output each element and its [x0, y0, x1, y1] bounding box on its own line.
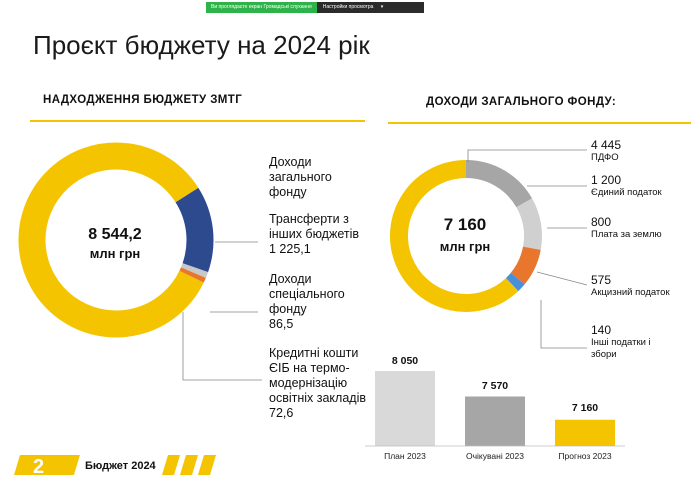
legend-text: Трансферти з інших бюджетів [269, 212, 360, 241]
legend-value: 72,6 [269, 406, 294, 420]
footer-number-block [14, 455, 80, 475]
donut-slice [175, 187, 214, 273]
left-total-value: 8 544,2 [88, 226, 142, 243]
legend-text: Доходи спеціального фонду [269, 272, 345, 316]
right-legend-pdfo: 4 445 ПДФО [591, 138, 621, 164]
legend-value: 575 [591, 273, 612, 287]
donut-slice [505, 272, 525, 292]
left-donut-slices [18, 142, 214, 338]
bar [465, 396, 525, 446]
left-section-heading: НАДХОДЖЕННЯ БЮДЖЕТУ ЗМТГ [43, 94, 243, 106]
legend-value: 4 445 [591, 138, 622, 152]
bar-chart [375, 371, 615, 446]
right-section-heading: ДОХОДИ ЗАГАЛЬНОГО ФОНДУ: [426, 96, 617, 108]
bar-value-label: 7 160 [571, 402, 599, 414]
right-total-value: 7 160 [443, 215, 487, 234]
page-title: Проєкт бюджету на 2024 рік [33, 30, 370, 60]
right-heading-underline [388, 122, 691, 124]
right-legend-excise: 575 Акцизний податок [591, 273, 670, 299]
right-legend-land-fee: 800 Плата за землю [591, 215, 662, 241]
left-heading-underline [30, 120, 365, 122]
donut-slice [390, 160, 519, 312]
left-legend-general-fund: Доходи загального фонду [269, 155, 349, 200]
left-legend-special-fund: Доходи спеціального фонду 86,5 [269, 272, 359, 332]
footer-title: Бюджет 2024 [85, 460, 156, 472]
connector-line [467, 149, 587, 162]
right-legend-other: 140 Інші податки і збори [591, 323, 671, 361]
view-settings-button[interactable]: Настройки просмотра ▾ [316, 2, 424, 13]
bar [375, 371, 435, 446]
screen-share-banner: Ви проглядаєте екран Громадські слухання… [206, 2, 424, 13]
legend-text: ПДФО [591, 152, 619, 163]
legend-text: Єдиний податок [591, 187, 662, 198]
donut-slice [18, 142, 204, 338]
left-legend-eib-credit: Кредитні кошти ЄІБ на термо-модернізацію… [269, 346, 374, 421]
legend-text: Кредитні кошти ЄІБ на термо-модернізацію… [269, 346, 366, 405]
footer-bar [14, 455, 216, 475]
footer-title-block [74, 455, 165, 475]
chevron-down-icon: ▾ [380, 4, 384, 10]
view-settings-label: Настройки просмотра [322, 4, 374, 10]
legend-text: Плата за землю [591, 229, 662, 240]
donut-slice [180, 263, 209, 278]
legend-value: 86,5 [269, 317, 294, 331]
bar-value-label: 8 050 [391, 355, 419, 367]
legend-value: 140 [591, 323, 612, 337]
sharing-status: Ви проглядаєте екран Громадські слухання [206, 2, 317, 13]
legend-text: Доходи загального фонду [269, 155, 332, 199]
legend-text: Акцизний податок [591, 287, 670, 298]
bar-category-label: Прогноз 2023 [558, 451, 612, 461]
right-donut-slices [390, 160, 542, 312]
right-legend-single-tax: 1 200 Єдиний податок [591, 173, 662, 199]
bar [555, 419, 615, 446]
connector-line [540, 300, 587, 349]
donut-slice [179, 267, 206, 283]
bar-category-label: Очікувані 2023 [466, 451, 524, 461]
left-legend-transfers: Трансферти з інших бюджетів 1 225,1 [269, 212, 369, 257]
legend-text: Інші податки і збори [591, 337, 651, 360]
footer-page-number: 2 [33, 456, 45, 478]
donut-slice [465, 160, 533, 208]
legend-value: 1 225,1 [269, 242, 311, 256]
donut-slice [510, 246, 541, 285]
left-total-unit: млн грн [89, 246, 141, 261]
connector-line [182, 312, 262, 381]
left-donut-chart [18, 142, 262, 381]
footer-stripes [162, 455, 216, 475]
right-total-unit: млн грн [439, 239, 491, 254]
legend-value: 800 [591, 215, 612, 229]
bar-category-label: План 2023 [384, 451, 426, 461]
connector-line [536, 271, 588, 286]
bar-value-label: 7 570 [481, 380, 509, 392]
donut-slice [516, 198, 542, 250]
legend-value: 1 200 [591, 173, 622, 187]
